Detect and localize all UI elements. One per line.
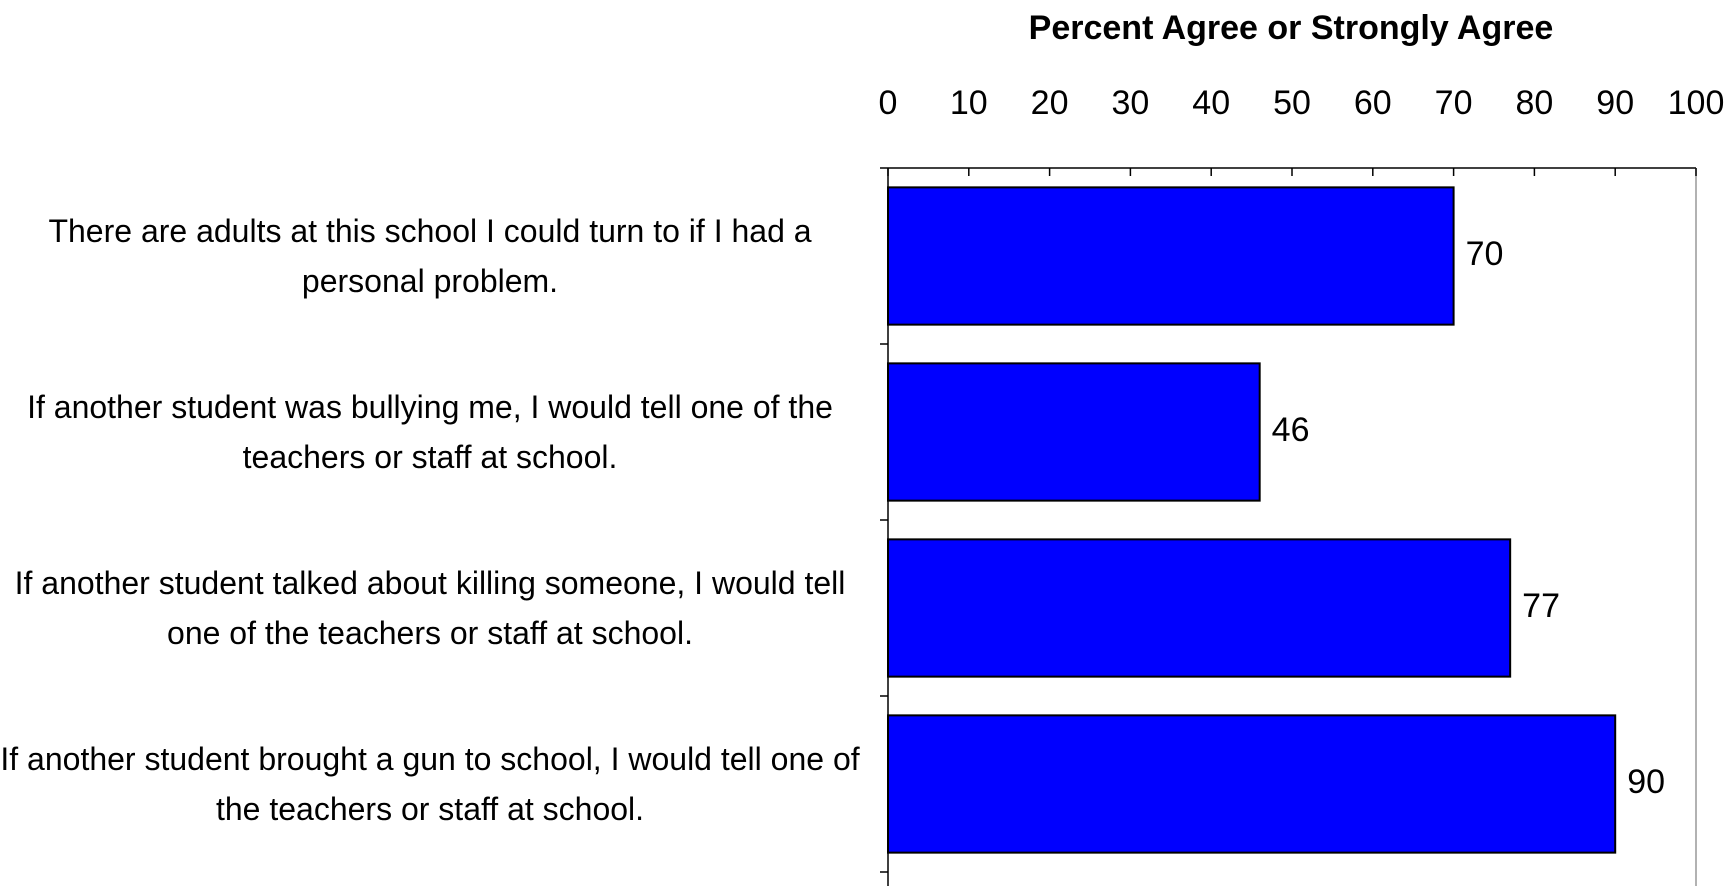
x-tick-label: 0	[879, 84, 898, 122]
bar	[887, 538, 1512, 678]
category-label: There are adults at this school I could …	[48, 213, 812, 299]
x-tick-label: 70	[1435, 84, 1473, 122]
category-label: If another student brought a gun to scho…	[0, 741, 860, 827]
x-tick-label: 80	[1515, 84, 1553, 122]
data-label: 70	[1466, 235, 1504, 273]
x-tick-label: 40	[1192, 84, 1230, 122]
x-tick-label: 50	[1273, 84, 1311, 122]
category-label: If another student talked about killing …	[14, 565, 846, 651]
x-tick-label: 30	[1111, 84, 1149, 122]
x-tick-label: 20	[1031, 84, 1069, 122]
bar	[887, 186, 1455, 326]
x-tick-label: 60	[1354, 84, 1392, 122]
bar	[887, 714, 1617, 854]
chart-title: Percent Agree or Strongly Agree	[1029, 9, 1554, 47]
data-label: 77	[1522, 587, 1560, 625]
bar	[887, 362, 1261, 502]
data-label: 46	[1272, 411, 1310, 449]
category-label: If another student was bullying me, I wo…	[27, 389, 833, 475]
x-tick-label: 10	[950, 84, 988, 122]
data-label: 90	[1627, 763, 1665, 801]
x-tick-label: 100	[1668, 84, 1725, 122]
x-tick-label: 90	[1596, 84, 1634, 122]
